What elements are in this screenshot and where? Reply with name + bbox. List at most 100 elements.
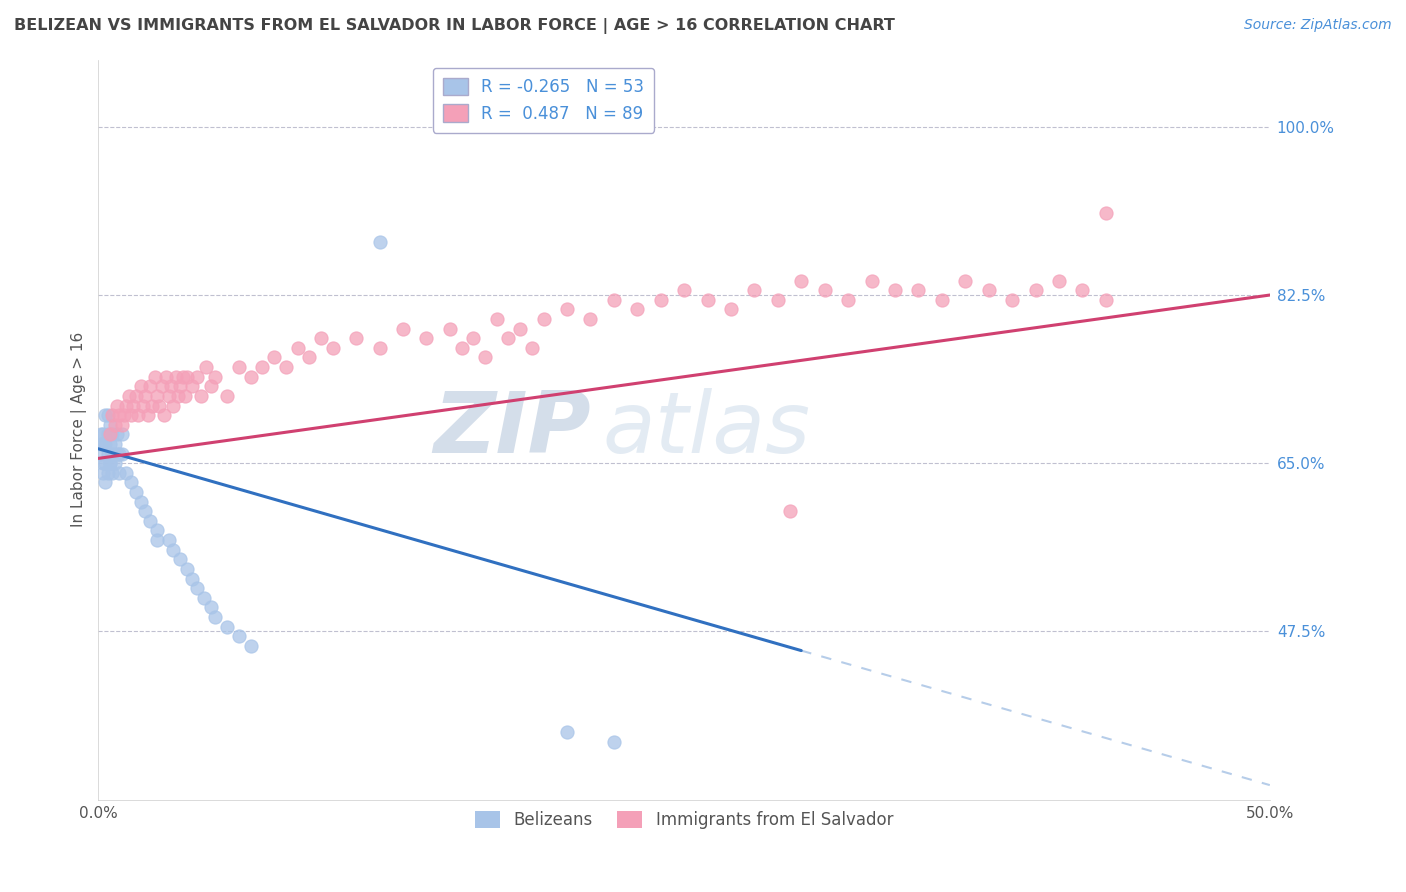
Immigrants from El Salvador [112, 408, 135, 422]
Immigrants from El Salvador [814, 283, 837, 297]
Belizeans [239, 639, 262, 653]
Belizeans [97, 466, 120, 480]
Belizeans [90, 437, 112, 451]
Immigrants from El Salvador [450, 341, 472, 355]
Belizeans [193, 591, 215, 605]
Immigrants from El Salvador [141, 399, 163, 413]
Immigrants from El Salvador [1071, 283, 1094, 297]
Y-axis label: In Labor Force | Age > 16: In Labor Force | Age > 16 [72, 332, 87, 527]
Immigrants from El Salvador [509, 321, 531, 335]
Immigrants from El Salvador [239, 369, 262, 384]
Immigrants from El Salvador [174, 389, 197, 403]
Immigrants from El Salvador [190, 389, 212, 403]
Belizeans [104, 437, 127, 451]
Immigrants from El Salvador [485, 312, 508, 326]
Belizeans [90, 447, 112, 461]
Legend: Belizeans, Immigrants from El Salvador: Belizeans, Immigrants from El Salvador [468, 804, 900, 836]
Belizeans [97, 408, 120, 422]
Belizeans [104, 456, 127, 470]
Belizeans [603, 735, 626, 749]
Belizeans [97, 427, 120, 442]
Immigrants from El Salvador [837, 293, 859, 307]
Belizeans [101, 447, 124, 461]
Belizeans [200, 600, 222, 615]
Belizeans [101, 466, 124, 480]
Belizeans [157, 533, 180, 547]
Immigrants from El Salvador [790, 274, 813, 288]
Immigrants from El Salvador [157, 389, 180, 403]
Belizeans [94, 437, 117, 451]
Immigrants from El Salvador [603, 293, 626, 307]
Belizeans [108, 447, 131, 461]
Belizeans [94, 408, 117, 422]
Immigrants from El Salvador [101, 408, 124, 422]
Text: atlas: atlas [602, 388, 810, 471]
Immigrants from El Salvador [533, 312, 555, 326]
Belizeans [111, 427, 134, 442]
Immigrants from El Salvador [287, 341, 309, 355]
Immigrants from El Salvador [1094, 293, 1116, 307]
Belizeans [169, 552, 191, 566]
Belizeans [217, 619, 239, 633]
Belizeans [91, 456, 114, 470]
Immigrants from El Salvador [779, 504, 801, 518]
Belizeans [129, 494, 152, 508]
Immigrants from El Salvador [1025, 283, 1047, 297]
Belizeans [90, 427, 112, 442]
Belizeans [204, 610, 226, 624]
Immigrants from El Salvador [322, 341, 344, 355]
Belizeans [98, 456, 121, 470]
Immigrants from El Salvador [931, 293, 953, 307]
Text: ZIP: ZIP [433, 388, 591, 471]
Immigrants from El Salvador [146, 389, 169, 403]
Immigrants from El Salvador [167, 389, 190, 403]
Immigrants from El Salvador [139, 379, 162, 393]
Belizeans [139, 514, 162, 528]
Immigrants from El Salvador [150, 379, 173, 393]
Immigrants from El Salvador [274, 360, 297, 375]
Immigrants from El Salvador [172, 369, 194, 384]
Immigrants from El Salvador [186, 369, 208, 384]
Belizeans [181, 572, 204, 586]
Immigrants from El Salvador [298, 351, 321, 365]
Immigrants from El Salvador [673, 283, 696, 297]
Immigrants from El Salvador [955, 274, 977, 288]
Immigrants from El Salvador [148, 399, 170, 413]
Immigrants from El Salvador [474, 351, 496, 365]
Belizeans [97, 447, 120, 461]
Immigrants from El Salvador [392, 321, 415, 335]
Text: BELIZEAN VS IMMIGRANTS FROM EL SALVADOR IN LABOR FORCE | AGE > 16 CORRELATION CH: BELIZEAN VS IMMIGRANTS FROM EL SALVADOR … [14, 18, 896, 34]
Immigrants from El Salvador [200, 379, 222, 393]
Immigrants from El Salvador [122, 399, 145, 413]
Immigrants from El Salvador [169, 379, 191, 393]
Immigrants from El Salvador [766, 293, 789, 307]
Belizeans [91, 427, 114, 442]
Belizeans [134, 504, 156, 518]
Belizeans [94, 456, 117, 470]
Immigrants from El Salvador [263, 351, 285, 365]
Immigrants from El Salvador [98, 427, 121, 442]
Immigrants from El Salvador [155, 369, 177, 384]
Immigrants from El Salvador [1094, 206, 1116, 220]
Immigrants from El Salvador [344, 331, 367, 345]
Immigrants from El Salvador [463, 331, 485, 345]
Belizeans [120, 475, 142, 490]
Belizeans [115, 466, 138, 480]
Immigrants from El Salvador [108, 408, 131, 422]
Immigrants from El Salvador [204, 369, 226, 384]
Immigrants from El Salvador [884, 283, 907, 297]
Immigrants from El Salvador [650, 293, 672, 307]
Belizeans [368, 235, 391, 250]
Belizeans [146, 533, 169, 547]
Immigrants from El Salvador [127, 408, 149, 422]
Belizeans [91, 437, 114, 451]
Immigrants from El Salvador [977, 283, 1000, 297]
Immigrants from El Salvador [439, 321, 461, 335]
Immigrants from El Salvador [907, 283, 929, 297]
Belizeans [162, 542, 184, 557]
Immigrants from El Salvador [520, 341, 543, 355]
Immigrants from El Salvador [120, 408, 142, 422]
Belizeans [98, 417, 121, 432]
Belizeans [186, 581, 208, 595]
Immigrants from El Salvador [118, 389, 141, 403]
